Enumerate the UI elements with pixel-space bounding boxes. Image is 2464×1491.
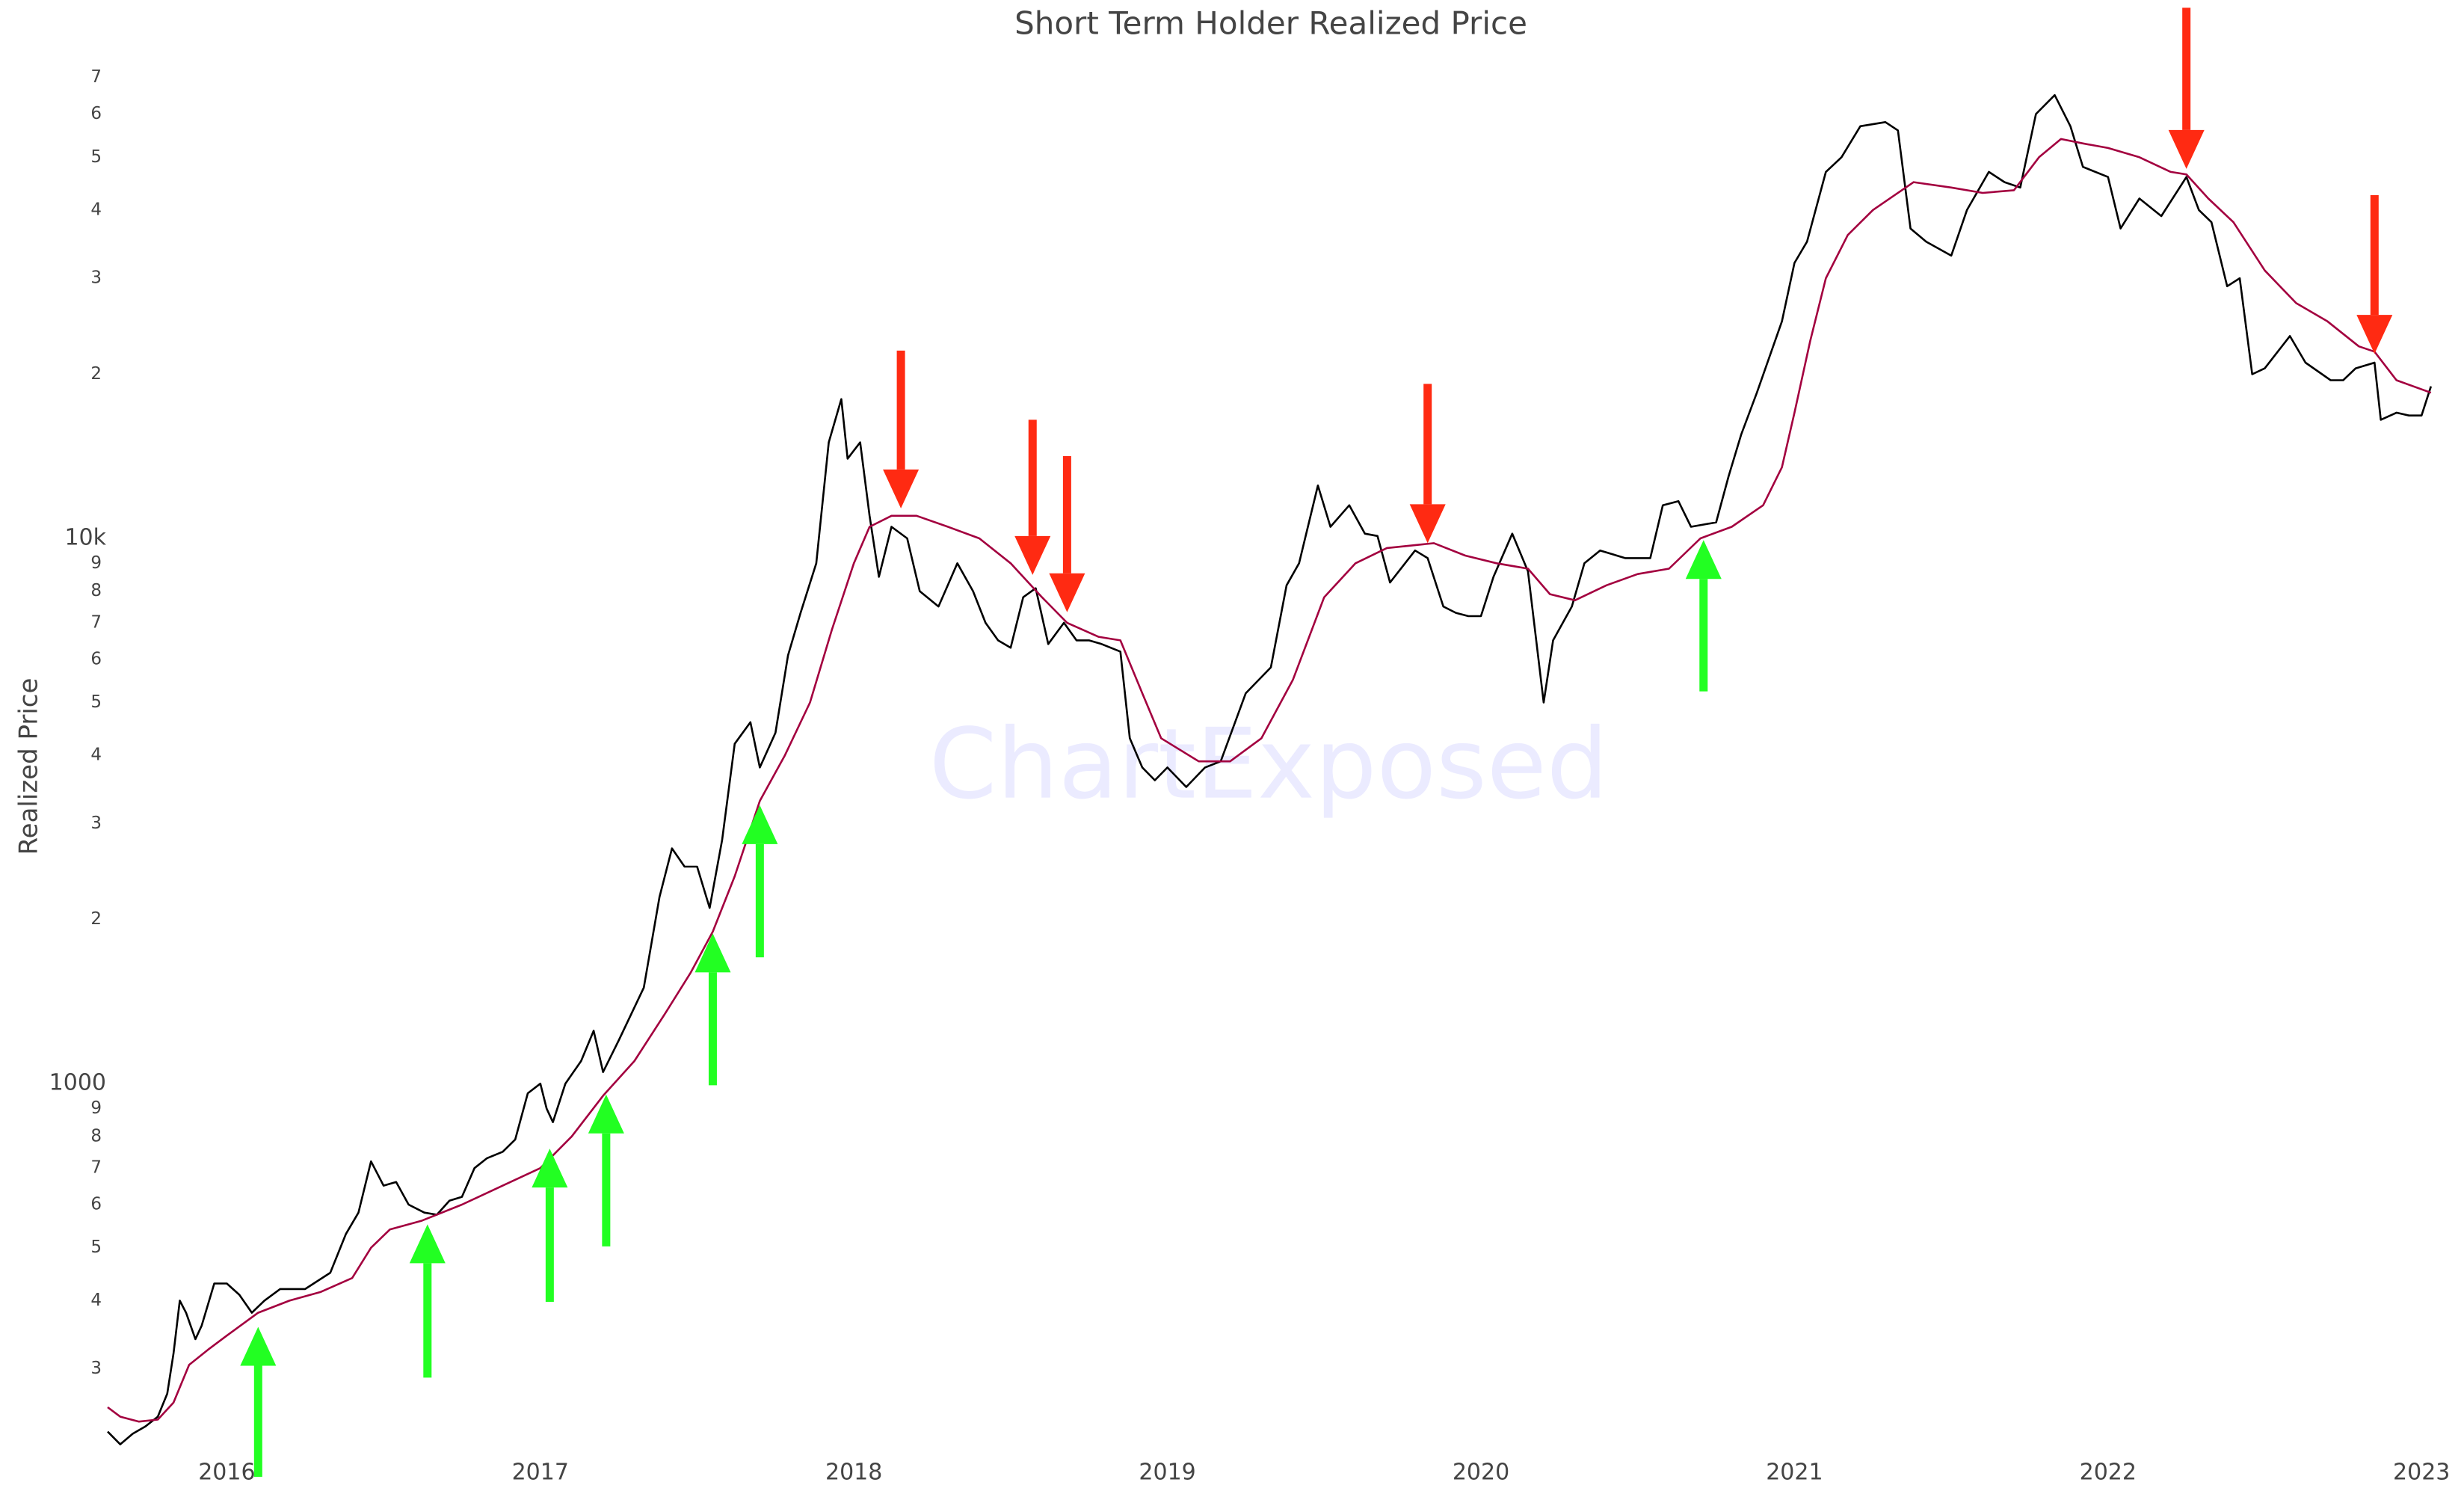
arrow-head bbox=[883, 469, 920, 508]
y-tick-label: 4 bbox=[90, 200, 102, 219]
y-tick-label: 4 bbox=[90, 746, 102, 765]
y-tick-label: 3 bbox=[90, 814, 102, 833]
x-tick-label: 2021 bbox=[1766, 1460, 1823, 1486]
arrow-head bbox=[2168, 129, 2205, 169]
y-tick-label: 2 bbox=[90, 364, 102, 384]
y-tick-label: 6 bbox=[90, 1194, 102, 1214]
y-tick-label: 3 bbox=[90, 1359, 102, 1378]
arrow-head bbox=[532, 1149, 568, 1188]
y-tick-label: 7 bbox=[90, 67, 102, 87]
arrow-head bbox=[240, 1326, 277, 1366]
y-tick-label: 8 bbox=[90, 1126, 102, 1146]
y-tick-label: 3 bbox=[90, 268, 102, 288]
arrow-head bbox=[1685, 540, 1722, 580]
y-tick-label: 5 bbox=[90, 692, 102, 712]
arrow-head bbox=[588, 1094, 624, 1134]
arrow-head bbox=[409, 1224, 446, 1264]
series-line bbox=[107, 138, 2432, 1423]
x-tick-label: 2023 bbox=[2393, 1460, 2450, 1486]
y-tick-label: 7 bbox=[90, 612, 102, 632]
y-tick-label: 5 bbox=[90, 1238, 102, 1257]
arrow-head bbox=[694, 933, 731, 973]
arrow-head bbox=[1014, 535, 1051, 575]
arrow-head bbox=[2356, 315, 2393, 354]
y-axis-title: Realized Price bbox=[14, 678, 44, 855]
x-tick-label: 2016 bbox=[198, 1460, 255, 1486]
chart-title: Short Term Holder Realized Price bbox=[1014, 5, 1527, 42]
y-tick-label: 9 bbox=[90, 553, 102, 573]
x-tick-label: 2022 bbox=[2080, 1460, 2137, 1486]
x-tick-label: 2020 bbox=[1453, 1460, 1509, 1486]
y-tick-label: 4 bbox=[90, 1291, 102, 1310]
y-tick-label: 1000 bbox=[49, 1070, 106, 1096]
x-tick-label: 2019 bbox=[1139, 1460, 1195, 1486]
y-tick-label: 8 bbox=[90, 581, 102, 600]
arrow-head bbox=[1409, 504, 1446, 544]
y-tick-label: 7 bbox=[90, 1158, 102, 1178]
series-line bbox=[107, 93, 2433, 1445]
x-tick-label: 2017 bbox=[512, 1460, 569, 1486]
y-tick-label: 5 bbox=[90, 147, 102, 167]
y-tick-label: 6 bbox=[90, 649, 102, 668]
y-tick-label: 2 bbox=[90, 909, 102, 929]
y-tick-label: 9 bbox=[90, 1098, 102, 1118]
x-tick-label: 2018 bbox=[825, 1460, 882, 1486]
y-tick-label: 10k bbox=[64, 524, 106, 550]
arrow-head bbox=[1049, 573, 1085, 612]
arrow-head bbox=[742, 805, 778, 844]
y-tick-label: 6 bbox=[90, 104, 102, 123]
